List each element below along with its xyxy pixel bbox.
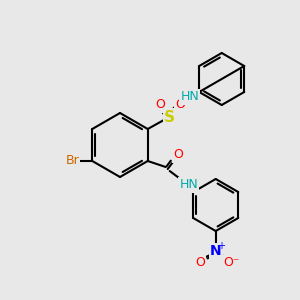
Text: +: + (217, 241, 225, 251)
Text: Br: Br (65, 154, 79, 167)
Text: O⁻: O⁻ (224, 256, 240, 269)
Text: O: O (175, 98, 185, 112)
Text: O: O (155, 98, 165, 112)
Text: HN: HN (179, 178, 198, 191)
Text: O: O (173, 148, 183, 161)
Text: N: N (210, 244, 221, 258)
Text: O: O (195, 256, 205, 269)
Text: HN: HN (180, 91, 199, 103)
Text: S: S (164, 110, 175, 124)
